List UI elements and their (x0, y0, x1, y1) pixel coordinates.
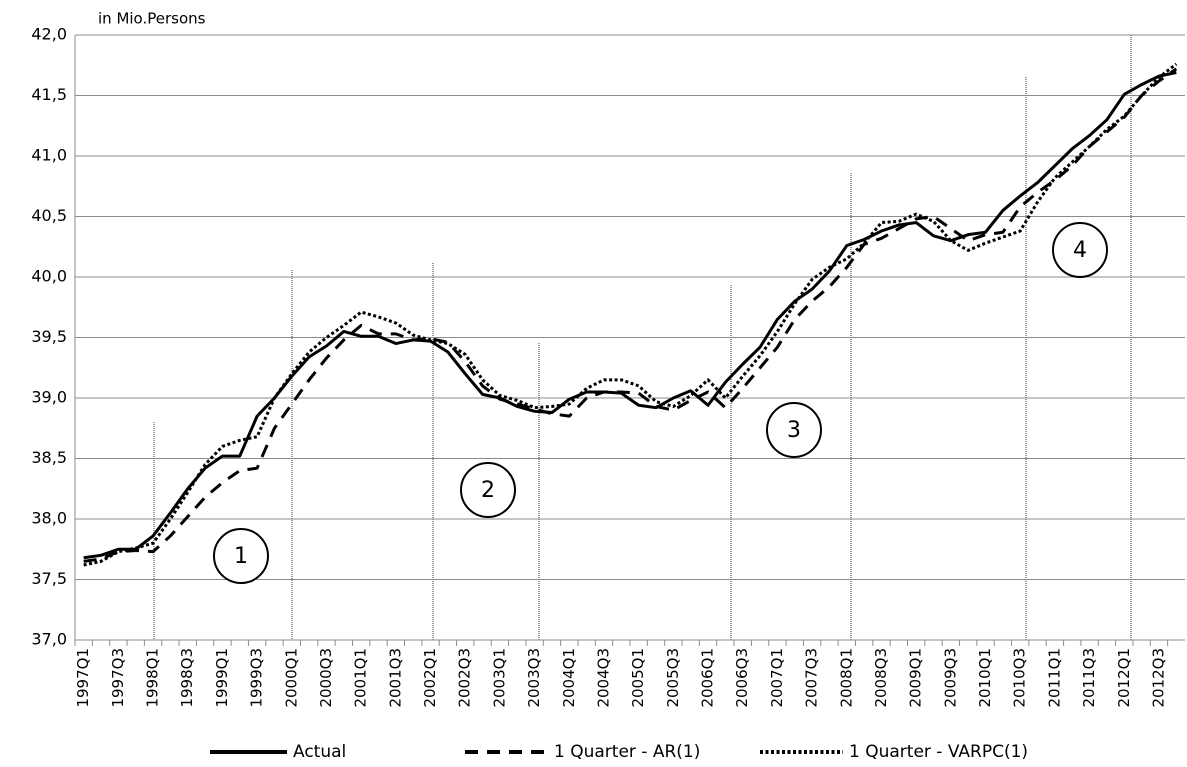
y-tick-label: 41,5 (31, 85, 67, 104)
legend-label: Actual (293, 742, 346, 762)
x-tick-label: 2001Q3 (386, 648, 404, 708)
x-tick-label: 2003Q3 (525, 648, 543, 708)
legend-label: 1 Quarter - AR(1) (554, 742, 700, 762)
x-tick-label: 2003Q1 (490, 648, 508, 708)
annotation-label: 4 (1073, 238, 1087, 263)
x-tick-label: 2008Q1 (837, 648, 855, 708)
x-tick-label: 2010Q3 (1011, 648, 1029, 708)
x-tick-label: 2007Q1 (768, 648, 786, 708)
series-line (83, 62, 1178, 567)
x-tick-label: 2011Q3 (1080, 648, 1098, 708)
y-tick-label: 41,0 (31, 146, 67, 165)
x-tick-label: 2006Q3 (733, 648, 751, 708)
annotation-circle (766, 402, 822, 458)
x-tick-label: 2001Q1 (352, 648, 370, 708)
series-line (83, 71, 1177, 560)
annotation-circle (1052, 222, 1108, 278)
x-tick-label: 2000Q1 (282, 648, 300, 708)
annotation-circle (460, 462, 516, 518)
y-tick-label: 37,0 (31, 630, 67, 649)
annotation-label: 3 (787, 418, 801, 443)
y-axis-title: in Mio.Persons (98, 10, 206, 28)
x-tick-label: 1999Q1 (213, 648, 231, 708)
x-tick-label: 2011Q1 (1045, 648, 1063, 708)
annotation-label: 2 (481, 478, 495, 503)
series-line (83, 67, 1178, 563)
x-tick-label: 2002Q1 (421, 648, 439, 708)
y-tick-label: 37,5 (31, 569, 67, 588)
x-tick-label: 2007Q3 (803, 648, 821, 708)
x-tick-label: 2008Q3 (872, 648, 890, 708)
x-tick-label: 2012Q3 (1149, 648, 1167, 708)
x-tick-label: 2005Q3 (664, 648, 682, 708)
y-tick-label: 39,0 (31, 388, 67, 407)
y-tick-label: 38,0 (31, 509, 67, 528)
x-tick-label: 1997Q3 (109, 648, 127, 708)
x-tick-label: 2005Q1 (629, 648, 647, 708)
x-tick-label: 2009Q3 (941, 648, 959, 708)
x-tick-label: 1998Q1 (144, 648, 162, 708)
x-tick-label: 2012Q1 (1115, 648, 1133, 708)
y-tick-label: 38,5 (31, 448, 67, 467)
x-tick-label: 1999Q3 (248, 648, 266, 708)
x-tick-label: 2010Q1 (976, 648, 994, 708)
x-tick-label: 1998Q3 (178, 648, 196, 708)
y-tick-label: 42,0 (31, 25, 67, 44)
x-tick-label: 2006Q1 (699, 648, 717, 708)
y-tick-label: 40,0 (31, 267, 67, 286)
x-tick-label: 2009Q1 (907, 648, 925, 708)
annotation-circle (213, 528, 269, 584)
legend-label: 1 Quarter - VARPC(1) (849, 742, 1028, 762)
x-tick-label: 2004Q3 (594, 648, 612, 708)
x-tick-label: 2000Q3 (317, 648, 335, 708)
y-tick-label: 39,5 (31, 327, 67, 346)
x-tick-label: 2002Q3 (456, 648, 474, 708)
x-tick-label: 1997Q1 (74, 648, 92, 708)
x-tick-label: 2004Q1 (560, 648, 578, 708)
annotation-label: 1 (234, 544, 248, 569)
y-tick-label: 40,5 (31, 206, 67, 225)
